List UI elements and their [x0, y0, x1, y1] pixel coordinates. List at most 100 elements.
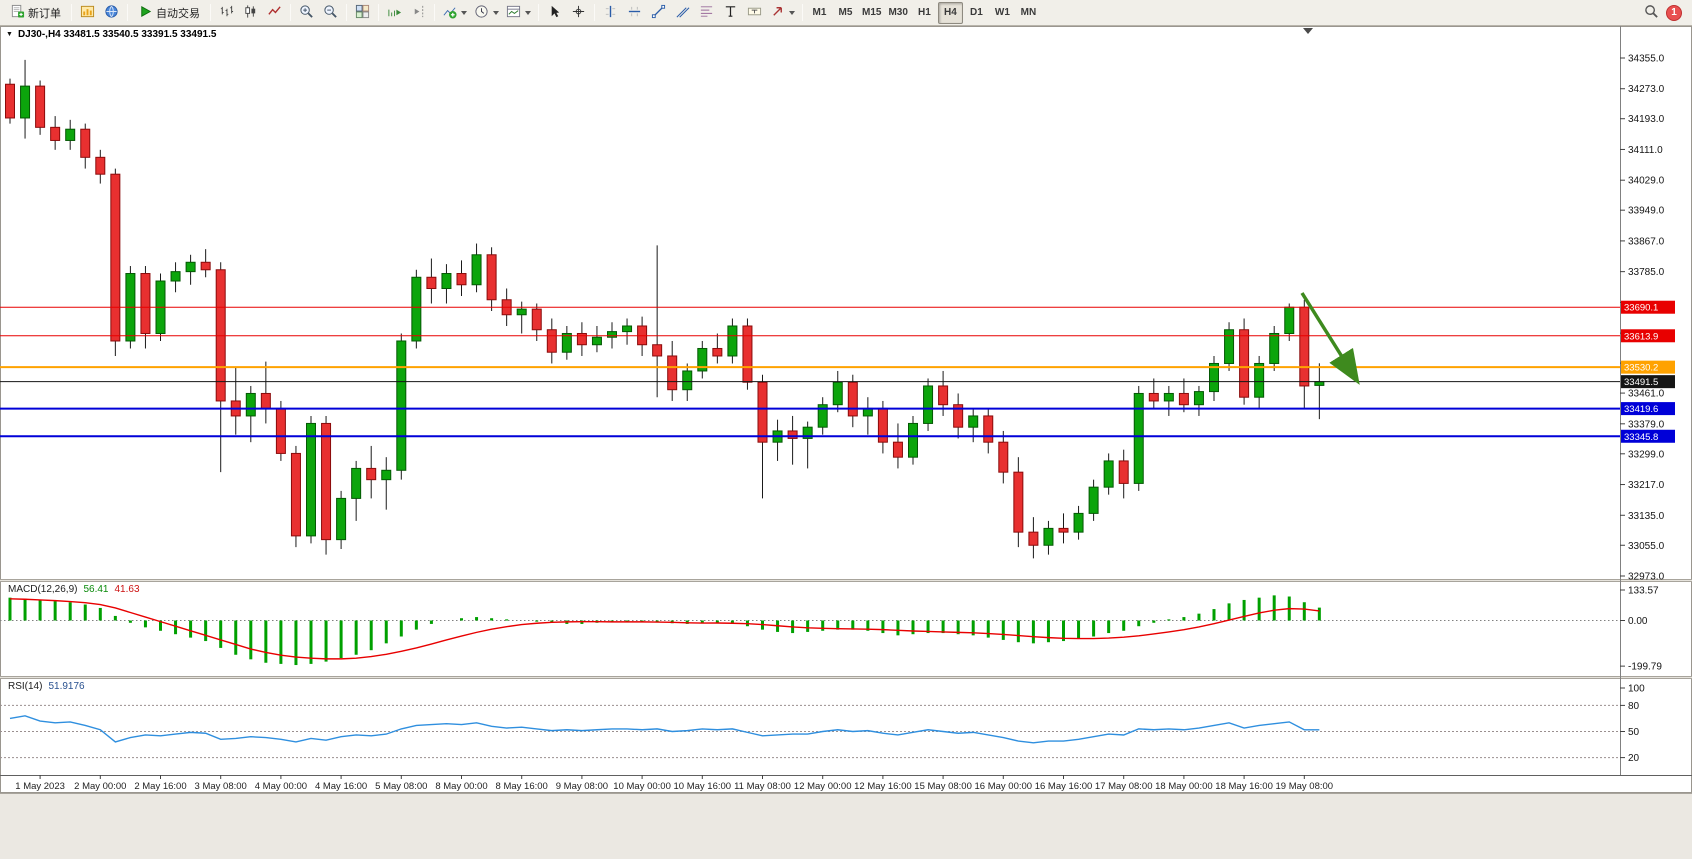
svg-text:20: 20: [1628, 753, 1640, 764]
horizontal-line-icon: [627, 4, 642, 22]
toolbar-separator: [434, 4, 435, 21]
candlestick-chart-button[interactable]: [239, 2, 262, 24]
timeframe-M5[interactable]: M5: [833, 2, 858, 24]
trendline-tool-button[interactable]: [647, 2, 670, 24]
timeframe-H4[interactable]: H4: [937, 1, 963, 24]
price-hlines: 33690.1 33613.9 33530.2 33491.5 33419.6 33345…: [0, 300, 1675, 443]
charts-button[interactable]: [76, 2, 99, 24]
profiles-button[interactable]: [100, 2, 123, 24]
svg-text:8 May 00:00: 8 May 00:00: [435, 781, 487, 792]
timeframe-group: M1 M5 M15 M30 H1 H4 D1 W1 MN: [807, 1, 1041, 24]
profiles-icon: [104, 4, 119, 22]
svg-text:133.57: 133.57: [1628, 585, 1659, 596]
svg-text:33299.0: 33299.0: [1628, 449, 1665, 460]
toolbar: 新订单 自动交易 M1 M5 M15 M30 H1 H4 D1 W1 MN 1: [0, 0, 1692, 26]
svg-text:33345.8: 33345.8: [1624, 432, 1658, 443]
dropdown-caret-icon: [525, 10, 531, 15]
timeframe-M1[interactable]: M1: [807, 2, 832, 24]
svg-text:16 May 16:00: 16 May 16:00: [1035, 781, 1093, 792]
timeframe-H1[interactable]: H1: [912, 2, 937, 24]
svg-text:34193.0: 34193.0: [1628, 114, 1665, 125]
svg-text:34111.0: 34111.0: [1628, 145, 1663, 156]
macd-panel: 133.57 0.00 -199.79: [0, 585, 1662, 673]
timeframe-D1[interactable]: D1: [964, 2, 989, 24]
timeframe-M15[interactable]: M15: [859, 2, 884, 24]
toolbar-separator: [290, 4, 291, 21]
svg-text:15 May 08:00: 15 May 08:00: [914, 781, 972, 792]
dropdown-caret-icon: [461, 10, 467, 15]
horizontal-line-tool-button[interactable]: [623, 2, 646, 24]
vertical-line-icon: [603, 4, 618, 22]
svg-text:33690.1: 33690.1: [1624, 303, 1658, 314]
arrows-shapes-icon: [770, 4, 785, 22]
crosshair-button[interactable]: [567, 2, 590, 24]
svg-text:33530.2: 33530.2: [1624, 363, 1658, 374]
bar-chart-button[interactable]: [215, 2, 238, 24]
svg-text:33135.0: 33135.0: [1628, 511, 1665, 522]
svg-text:33419.6: 33419.6: [1624, 404, 1658, 415]
window-bottom-area: [0, 793, 1692, 859]
svg-text:33461.0: 33461.0: [1628, 389, 1665, 400]
tile-windows-button[interactable]: [351, 2, 374, 24]
svg-text:19 May 08:00: 19 May 08:00: [1276, 781, 1334, 792]
cursor-icon: [547, 4, 562, 22]
chart-shift-button[interactable]: [407, 2, 430, 24]
timeframe-W1[interactable]: W1: [990, 2, 1015, 24]
rsi-panel: 100 80 50 20: [0, 684, 1645, 764]
label-tool-button[interactable]: [743, 2, 766, 24]
svg-text:17 May 08:00: 17 May 08:00: [1095, 781, 1153, 792]
svg-text:0.00: 0.00: [1628, 616, 1648, 627]
line-chart-button[interactable]: [263, 2, 286, 24]
channel-icon: [675, 4, 690, 22]
channel-tool-button[interactable]: [671, 2, 694, 24]
svg-text:33379.0: 33379.0: [1628, 419, 1665, 430]
new-order-button[interactable]: 新订单: [4, 2, 67, 24]
time-axis[interactable]: 1 May 2023 2 May 00:00 2 May 16:00 3 May 08…: [15, 775, 1333, 792]
templates-icon: [506, 4, 521, 22]
svg-text:9 May 08:00: 9 May 08:00: [556, 781, 608, 792]
periods-button[interactable]: [471, 2, 502, 24]
autotrade-button[interactable]: 自动交易: [132, 2, 206, 24]
templates-button[interactable]: [503, 2, 534, 24]
crosshair-icon: [571, 4, 586, 22]
notification-badge[interactable]: 1: [1666, 4, 1682, 21]
svg-text:50: 50: [1628, 727, 1640, 738]
fibonacci-tool-button[interactable]: [695, 2, 718, 24]
auto-scroll-icon: [387, 4, 402, 22]
toolbar-separator: [538, 4, 539, 21]
clock-icon: [474, 4, 489, 22]
svg-text:33785.0: 33785.0: [1628, 267, 1665, 278]
search-icon: [1644, 4, 1659, 22]
zoom-in-button[interactable]: [295, 2, 318, 24]
svg-text:-199.79: -199.79: [1628, 662, 1662, 673]
svg-text:2 May 16:00: 2 May 16:00: [134, 781, 186, 792]
charts-icon: [80, 4, 95, 22]
svg-text:32973.0: 32973.0: [1628, 571, 1665, 582]
indicators-button[interactable]: [439, 2, 470, 24]
svg-text:34029.0: 34029.0: [1628, 176, 1665, 187]
search-button[interactable]: [1640, 2, 1663, 24]
toolbar-separator: [346, 4, 347, 21]
svg-text:12 May 00:00: 12 May 00:00: [794, 781, 852, 792]
one-click-trading-toggle-icon[interactable]: ▼: [6, 31, 13, 38]
svg-text:3 May 08:00: 3 May 08:00: [195, 781, 247, 792]
svg-text:33055.0: 33055.0: [1628, 541, 1665, 552]
timeframe-M30[interactable]: M30: [885, 2, 910, 24]
auto-scroll-button[interactable]: [383, 2, 406, 24]
svg-text:34273.0: 34273.0: [1628, 84, 1665, 95]
svg-text:33949.0: 33949.0: [1628, 206, 1665, 217]
vertical-line-tool-button[interactable]: [599, 2, 622, 24]
cursor-button[interactable]: [543, 2, 566, 24]
toolbar-separator: [127, 4, 128, 21]
text-tool-button[interactable]: [719, 2, 742, 24]
toolbar-separator: [378, 4, 379, 21]
candlestick-chart-icon: [243, 4, 258, 22]
zoom-in-icon: [299, 4, 314, 22]
svg-text:4 May 16:00: 4 May 16:00: [315, 781, 367, 792]
text-tool-icon: [723, 4, 738, 22]
timeframe-MN[interactable]: MN: [1016, 2, 1041, 24]
svg-text:5 May 08:00: 5 May 08:00: [375, 781, 427, 792]
zoom-out-button[interactable]: [319, 2, 342, 24]
svg-text:80: 80: [1628, 701, 1640, 712]
